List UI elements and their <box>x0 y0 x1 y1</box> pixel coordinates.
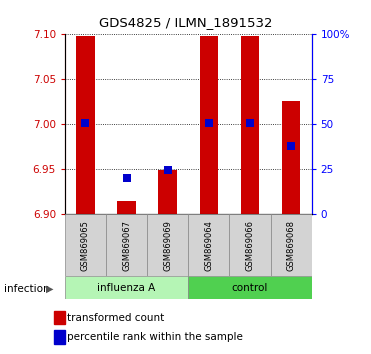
Text: control: control <box>232 282 268 293</box>
Point <box>165 167 171 173</box>
Bar <box>229 214 270 276</box>
Text: transformed count: transformed count <box>67 313 165 323</box>
Bar <box>76 36 95 214</box>
Text: GSM869066: GSM869066 <box>246 219 255 271</box>
Text: infection: infection <box>4 284 49 293</box>
Text: GSM869064: GSM869064 <box>204 220 213 270</box>
Bar <box>188 276 312 299</box>
Bar <box>200 36 218 214</box>
Text: GSM869069: GSM869069 <box>163 220 172 270</box>
Point <box>124 175 129 181</box>
Text: GDS4825 / ILMN_1891532: GDS4825 / ILMN_1891532 <box>99 16 272 29</box>
Text: GSM869065: GSM869065 <box>81 220 90 270</box>
Bar <box>65 276 188 299</box>
Bar <box>188 214 229 276</box>
Bar <box>147 214 188 276</box>
Text: influenza A: influenza A <box>98 282 156 293</box>
Bar <box>54 311 65 324</box>
Text: GSM869068: GSM869068 <box>286 219 296 271</box>
Bar <box>117 201 136 214</box>
Bar <box>158 170 177 214</box>
Bar <box>106 214 147 276</box>
Text: percentile rank within the sample: percentile rank within the sample <box>67 332 243 342</box>
Bar <box>54 330 65 344</box>
Point <box>247 120 253 126</box>
Bar <box>270 214 312 276</box>
Text: ▶: ▶ <box>46 284 54 293</box>
Point <box>288 143 294 148</box>
Bar <box>241 36 259 214</box>
Text: GSM869067: GSM869067 <box>122 219 131 271</box>
Point <box>206 120 212 126</box>
Point <box>82 120 88 126</box>
Bar <box>282 101 301 214</box>
Bar <box>65 214 106 276</box>
